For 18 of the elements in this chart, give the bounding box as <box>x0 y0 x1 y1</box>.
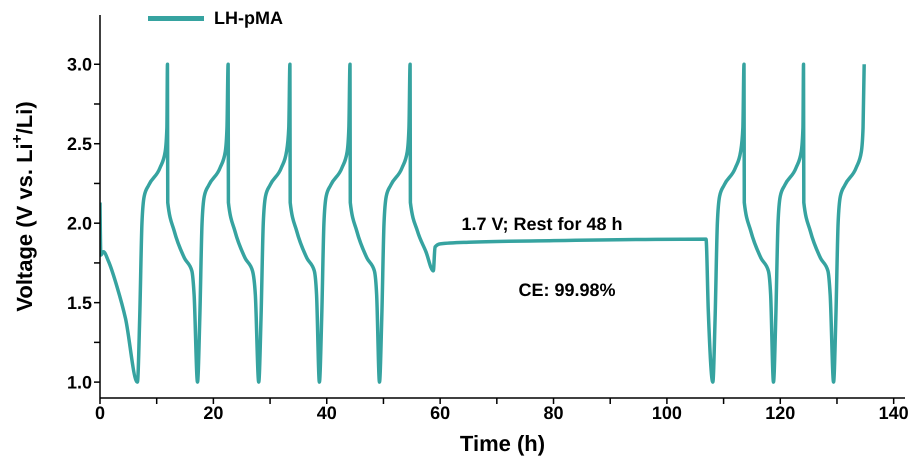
legend-label: LH-pMA <box>214 8 283 29</box>
x-tick-label: 20 <box>203 402 224 423</box>
x-tick-label: 60 <box>430 402 450 423</box>
x-tick-label: 140 <box>878 402 909 423</box>
annotation: CE: 99.98% <box>518 280 616 301</box>
x-tick-label: 80 <box>544 402 564 423</box>
y-tick-label: 2.0 <box>66 214 92 234</box>
x-tick-label: 120 <box>765 402 796 423</box>
line-series <box>100 62 866 384</box>
y-tick-label: 3.0 <box>66 54 92 75</box>
x-tick-label: 100 <box>652 402 682 423</box>
y-tick-label: 2.5 <box>66 134 92 154</box>
x-axis-title: Time (h) <box>460 431 546 456</box>
y-tick-label: 1.0 <box>66 372 92 392</box>
annotation: 1.7 V; Rest for 48 h <box>461 214 623 235</box>
y-tick-label: 1.5 <box>66 293 92 314</box>
x-tick-label: 0 <box>94 402 106 423</box>
x-tick-label: 40 <box>316 402 337 423</box>
